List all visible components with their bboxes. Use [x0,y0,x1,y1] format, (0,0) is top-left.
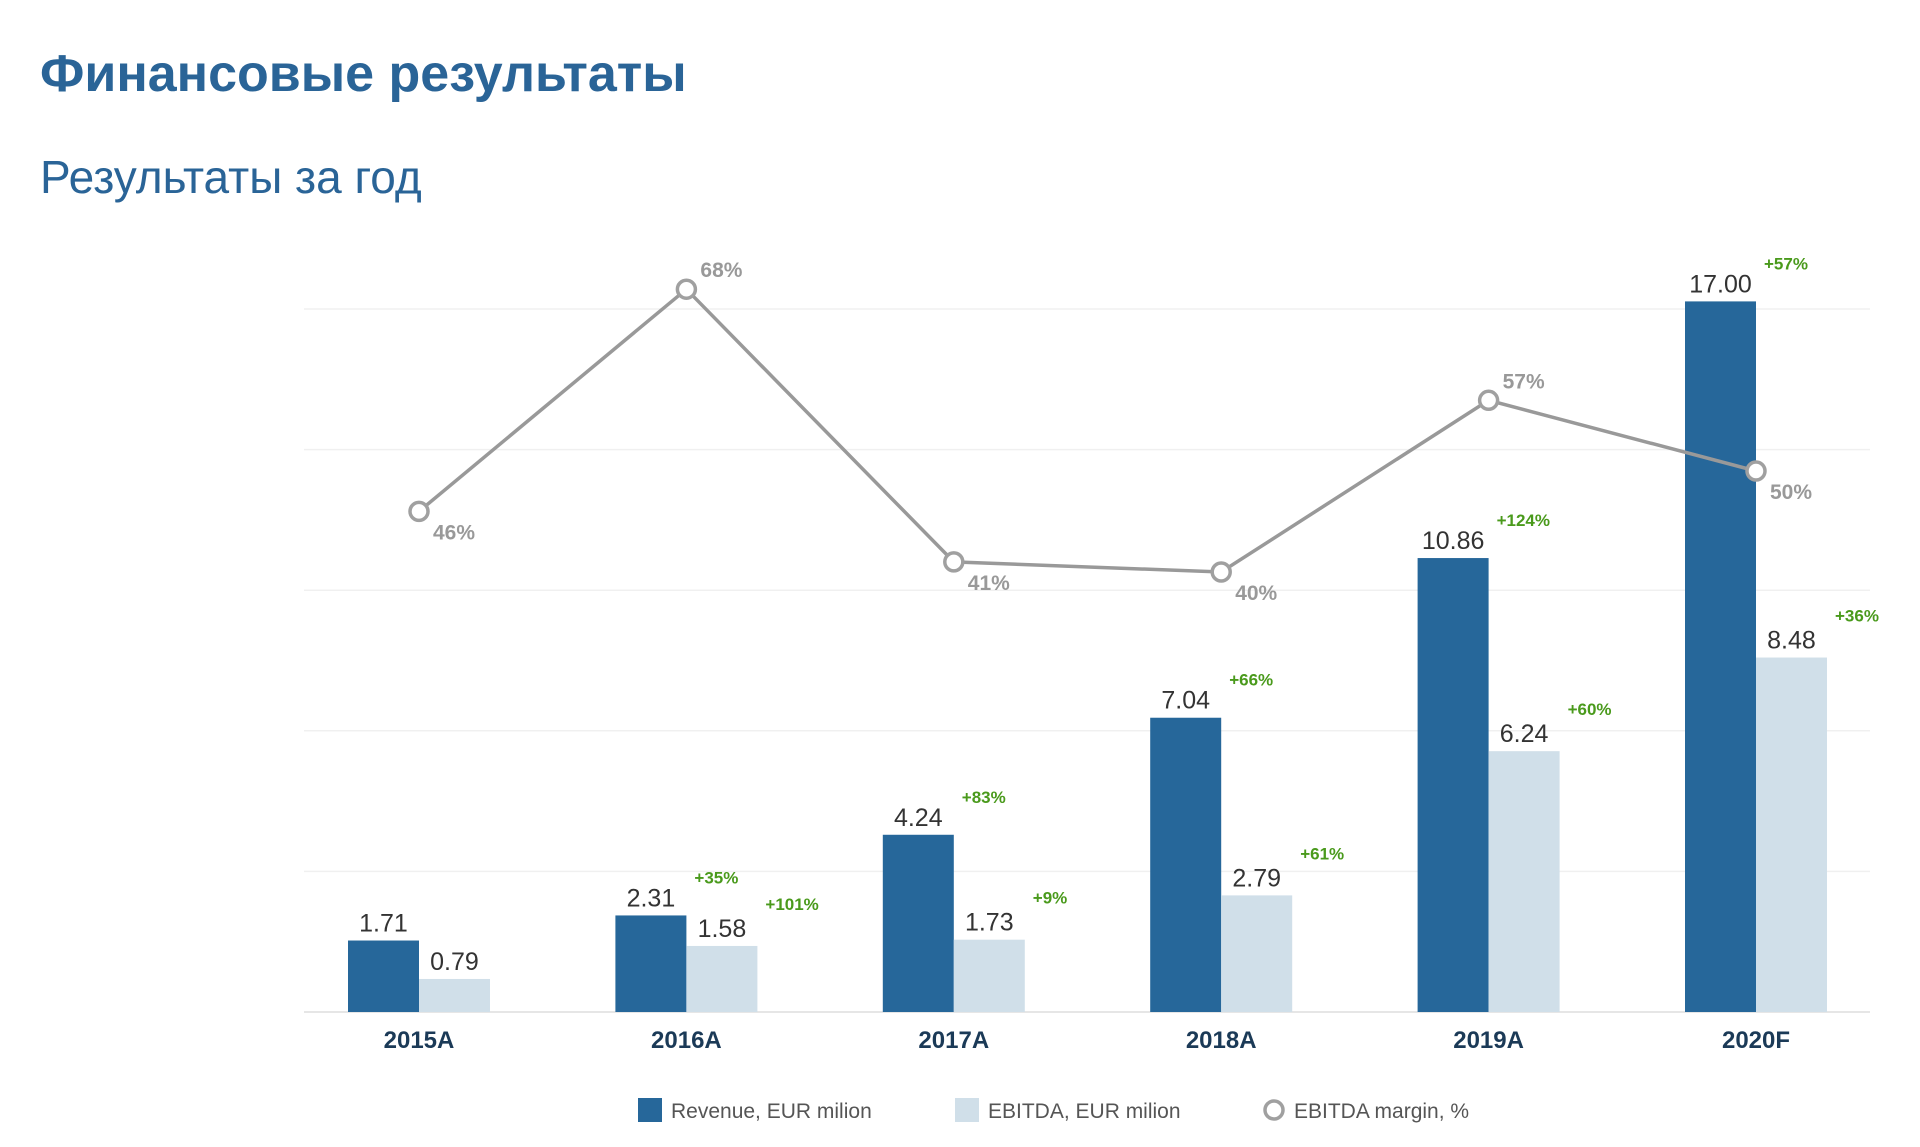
x-tick-label: 2019A [1453,1027,1524,1054]
legend-margin-marker [1263,1099,1285,1121]
margin-value-label: 50% [1770,481,1812,504]
revenue-growth-label: +35% [694,868,738,887]
margin-value-label: 41% [968,572,1010,595]
ebitda-value-label: 6.24 [1500,720,1549,748]
ebitda-bar [1221,895,1293,1012]
revenue-bar [1685,301,1756,1012]
margin-value-label: 57% [1503,370,1545,393]
ebitda-growth-label: +61% [1300,844,1344,863]
margin-point [1745,460,1767,482]
revenue-value-label: 7.04 [1161,687,1210,715]
revenue-growth-label: +124% [1497,511,1550,530]
revenue-value-label: 1.71 [359,910,408,938]
ebitda-value-label: 2.79 [1232,864,1281,892]
margin-line [417,286,1757,574]
revenue-bar [1417,558,1489,1012]
revenue-value-label: 2.31 [627,884,676,912]
revenue-bar [882,834,954,1012]
ebitda-value-label: 1.73 [965,909,1014,937]
ebitda-bar [1756,657,1827,1012]
ebitda-growth-label: +60% [1568,700,1612,719]
margin-point [943,551,965,573]
revenue-value-label: 10.86 [1422,527,1485,555]
legend-ebitda-swatch [955,1098,979,1122]
margin-point [1477,389,1500,412]
ebitda-value-label: 1.58 [698,915,747,943]
revenue-growth-label: +83% [962,788,1006,807]
x-tick-label: 2016A [651,1027,722,1054]
ebitda-value-label: 0.79 [430,948,479,976]
x-tick-label: 2015A [384,1027,455,1054]
margin-value-label: 40% [1235,582,1277,605]
ebitda-growth-label: +36% [1835,607,1879,626]
revenue-value-label: 4.24 [894,804,943,832]
legend-margin-label: EBITDA margin, % [1294,1100,1469,1123]
margin-point [675,278,698,300]
revenue-bar [1150,717,1222,1012]
margin-point [1210,561,1232,583]
margin-value-label: 68% [700,259,742,282]
revenue-bar [348,940,419,1012]
revenue-bar [615,915,687,1012]
ebitda-growth-label: +101% [765,895,818,914]
ebitda-bar [953,939,1025,1012]
page-subtitle: Результаты за год [40,151,422,203]
legend-revenue-swatch [638,1098,662,1122]
legend-ebitda-label: EBITDA, EUR milion [988,1100,1181,1123]
ebitda-growth-label: +9% [1033,889,1068,908]
ebitda-bar [1488,751,1560,1012]
revenue-growth-label: +66% [1229,671,1273,690]
ebitda-bar [686,945,758,1012]
ebitda-value-label: 8.48 [1767,627,1816,655]
margin-point [408,500,430,523]
legend-revenue-label: Revenue, EUR milion [671,1100,872,1123]
revenue-value-label: 17.00 [1689,270,1752,298]
x-tick-label: 2018A [1186,1027,1257,1054]
x-tick-label: 2017A [918,1027,989,1054]
ebitda-bar [419,978,490,1012]
revenue-growth-label: +57% [1764,254,1808,273]
page-title: Финансовые результаты [40,45,687,103]
x-tick-label: 2020F [1722,1027,1790,1054]
margin-value-label: 46% [433,521,475,544]
